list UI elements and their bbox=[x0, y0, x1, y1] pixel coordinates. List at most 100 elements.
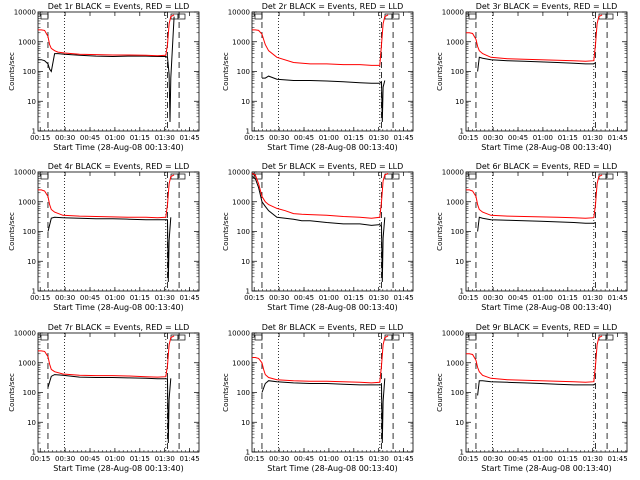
y-tick-label: 1 bbox=[460, 288, 464, 296]
chart-title: Det 3r BLACK = Events, RED = LLD bbox=[476, 2, 618, 11]
event-marker-box bbox=[177, 173, 186, 180]
event-marker-box bbox=[177, 13, 186, 20]
chart-title: Det 9r BLACK = Events, RED = LLD bbox=[476, 323, 618, 332]
x-tick-label: 01:45 bbox=[394, 134, 414, 142]
chart-title: Det 2r BLACK = Events, RED = LLD bbox=[262, 2, 404, 11]
y-axis-label: Counts/sec bbox=[222, 373, 230, 412]
y-tick-label: 100 bbox=[237, 68, 250, 76]
x-tick-label: 01:45 bbox=[608, 294, 628, 302]
x-tick-label: 01:30 bbox=[155, 134, 175, 142]
chart-panel-9: Det 9r BLACK = Events, RED = LLD 1 10 100 10… bbox=[436, 323, 628, 473]
x-tick-label: 00:30 bbox=[483, 134, 503, 142]
series-line-events bbox=[261, 378, 386, 444]
x-tick-label: 00:15 bbox=[30, 134, 50, 142]
y-tick-label: 10 bbox=[27, 98, 36, 106]
x-tick-label: 00:30 bbox=[55, 134, 75, 142]
y-axis-label: Counts/sec bbox=[222, 52, 230, 91]
series-line-events bbox=[47, 374, 172, 444]
x-tick-label: 01:00 bbox=[533, 134, 553, 142]
y-tick-label: 10000 bbox=[14, 9, 36, 17]
series-line-lld bbox=[38, 174, 175, 219]
x-tick-label: 01:00 bbox=[105, 134, 125, 142]
y-tick-label: 1 bbox=[246, 449, 250, 457]
y-tick-label: 100 bbox=[23, 228, 36, 236]
x-tick-label: 00:30 bbox=[55, 294, 75, 302]
chart-title: Det 5r BLACK = Events, RED = LLD bbox=[262, 162, 404, 171]
chart-title: Det 6r BLACK = Events, RED = LLD bbox=[476, 162, 618, 171]
event-marker-box bbox=[391, 13, 400, 20]
y-axis-label: Counts/sec bbox=[436, 373, 444, 412]
y-axis-label: Counts/sec bbox=[8, 212, 16, 251]
x-axis-label: Start Time (28-Aug-08 00:13:40) bbox=[267, 143, 398, 152]
y-tick-label: 100 bbox=[237, 228, 250, 236]
chart-title: Det 1r BLACK = Events, RED = LLD bbox=[48, 2, 190, 11]
y-tick-label: 10 bbox=[241, 98, 250, 106]
y-tick-label: 1 bbox=[460, 449, 464, 457]
x-tick-label: 01:30 bbox=[155, 294, 175, 302]
y-tick-label: 10 bbox=[241, 419, 250, 427]
x-tick-label: 01:00 bbox=[319, 134, 339, 142]
event-marker-box bbox=[468, 13, 477, 20]
x-axis-label: Start Time (28-Aug-08 00:13:40) bbox=[481, 464, 612, 473]
x-tick-label: 01:00 bbox=[533, 294, 553, 302]
x-tick-label: 01:45 bbox=[180, 134, 200, 142]
x-tick-label: 00:15 bbox=[30, 455, 50, 463]
x-tick-label: 01:00 bbox=[319, 455, 339, 463]
x-tick-label: 00:30 bbox=[55, 455, 75, 463]
x-tick-label: 00:15 bbox=[30, 294, 50, 302]
series-line-events bbox=[477, 380, 596, 396]
chart-panel-4: Det 4r BLACK = Events, RED = LLD 1 10 100 10… bbox=[8, 162, 200, 312]
x-tick-label: 01:15 bbox=[344, 455, 364, 463]
y-tick-label: 1000 bbox=[18, 38, 36, 46]
x-tick-label: 01:45 bbox=[608, 134, 628, 142]
y-tick-label: 10000 bbox=[442, 9, 464, 17]
x-tick-label: 01:45 bbox=[608, 455, 628, 463]
event-marker-box bbox=[468, 334, 477, 341]
y-tick-label: 10 bbox=[241, 258, 250, 266]
plot-frame bbox=[37, 171, 200, 292]
plot-frame bbox=[251, 11, 414, 132]
y-tick-label: 100 bbox=[23, 389, 36, 397]
x-tick-label: 00:45 bbox=[508, 134, 528, 142]
x-tick-label: 01:45 bbox=[394, 294, 414, 302]
y-tick-label: 1000 bbox=[18, 359, 36, 367]
x-tick-label: 00:15 bbox=[458, 134, 478, 142]
y-tick-label: 10000 bbox=[228, 330, 250, 338]
series-line-lld bbox=[252, 335, 389, 384]
x-tick-label: 01:15 bbox=[558, 134, 578, 142]
x-tick-label: 00:15 bbox=[244, 455, 264, 463]
x-axis-label: Start Time (28-Aug-08 00:13:40) bbox=[481, 143, 612, 152]
y-tick-label: 10000 bbox=[14, 169, 36, 177]
event-marker-box bbox=[40, 13, 49, 20]
plot-frame bbox=[251, 171, 414, 292]
plot-frame bbox=[37, 332, 200, 453]
event-marker-box bbox=[391, 173, 400, 180]
x-axis-label: Start Time (28-Aug-08 00:13:40) bbox=[53, 303, 184, 312]
x-tick-label: 01:00 bbox=[105, 455, 125, 463]
plot-frame bbox=[465, 11, 628, 132]
x-tick-label: 01:00 bbox=[105, 294, 125, 302]
chart-panel-8: Det 8r BLACK = Events, RED = LLD 1 10 100 10… bbox=[222, 323, 414, 473]
x-tick-label: 01:15 bbox=[558, 294, 578, 302]
series-line-lld bbox=[252, 172, 389, 219]
chart-panel-1: Det 1r BLACK = Events, RED = LLD 1 10 100 10… bbox=[8, 2, 200, 152]
event-marker-box bbox=[177, 334, 186, 341]
y-tick-label: 10 bbox=[27, 419, 36, 427]
x-tick-label: 00:45 bbox=[294, 455, 314, 463]
y-tick-label: 100 bbox=[237, 389, 250, 397]
series-line-lld bbox=[38, 14, 175, 57]
series-line-events bbox=[477, 216, 596, 232]
x-tick-label: 01:15 bbox=[130, 455, 150, 463]
x-tick-label: 00:45 bbox=[294, 134, 314, 142]
chart-title: Det 8r BLACK = Events, RED = LLD bbox=[262, 323, 404, 332]
event-marker-box bbox=[605, 334, 614, 341]
x-axis-label: Start Time (28-Aug-08 00:13:40) bbox=[53, 143, 184, 152]
y-tick-label: 1000 bbox=[232, 359, 250, 367]
x-tick-label: 01:30 bbox=[583, 294, 603, 302]
y-axis-label: Counts/sec bbox=[8, 52, 16, 91]
y-tick-label: 100 bbox=[451, 228, 464, 236]
x-tick-label: 00:45 bbox=[508, 294, 528, 302]
series-line-events bbox=[38, 16, 175, 123]
event-marker-box bbox=[40, 173, 49, 180]
y-tick-label: 1 bbox=[460, 128, 464, 136]
